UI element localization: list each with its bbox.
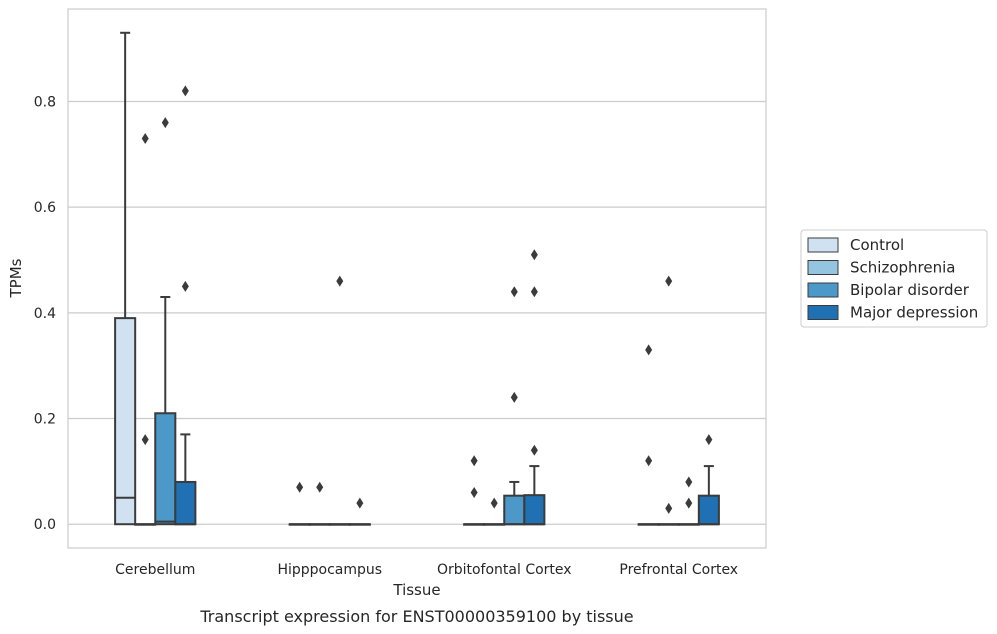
outlier-point xyxy=(296,481,304,493)
outlier-point xyxy=(705,434,713,446)
legend-label: Control xyxy=(850,236,904,254)
box-series-layer xyxy=(114,31,720,526)
x-tick-label: Cerebellum xyxy=(115,562,195,578)
y-tick-label: 0.8 xyxy=(34,94,56,110)
box-control xyxy=(288,481,311,526)
outlier-point xyxy=(665,275,673,287)
box-body xyxy=(174,480,197,526)
outlier-point xyxy=(530,249,538,261)
x-tick-label: Hipppocampus xyxy=(277,562,382,578)
outlier-point xyxy=(530,286,538,298)
box-body xyxy=(503,494,526,526)
y-axis-label: TPMs xyxy=(7,258,25,298)
outlier-point xyxy=(530,444,538,456)
box-schizophrenia xyxy=(308,481,331,526)
legend-swatch xyxy=(807,237,839,253)
x-tick-labels: Cerebellum Hipppocampus Orbitofontal Corte… xyxy=(115,562,738,578)
box-body xyxy=(114,317,137,526)
y-tick-label: 0.0 xyxy=(34,517,56,533)
legend-label: Major depression xyxy=(850,304,978,322)
box-major-depression xyxy=(697,434,720,526)
outlier-point xyxy=(316,481,324,493)
chart-caption: Transcript expression for ENST0000035910… xyxy=(199,607,633,626)
box-bipolar-disorder xyxy=(677,476,700,526)
plot-area-frame xyxy=(67,8,767,549)
legend-label: Bipolar disorder xyxy=(850,281,970,299)
outlier-point xyxy=(685,497,693,509)
outlier-point xyxy=(685,476,693,488)
outlier-point xyxy=(181,280,189,292)
outlier-point xyxy=(510,391,518,403)
box-major-depression xyxy=(174,85,197,526)
box-bipolar-disorder xyxy=(503,286,526,526)
box-bipolar-disorder xyxy=(154,117,177,526)
outlier-point xyxy=(490,497,498,509)
box-control xyxy=(637,344,660,526)
y-tick-labels: 0.0 0.2 0.4 0.6 0.8 xyxy=(34,94,56,533)
outlier-point xyxy=(336,275,344,287)
outlier-point xyxy=(161,117,169,129)
outlier-point xyxy=(470,455,478,467)
box-control xyxy=(114,31,137,526)
box-schizophrenia xyxy=(134,132,157,526)
outlier-point xyxy=(181,85,189,97)
outlier-point xyxy=(665,502,673,514)
y-tick-label: 0.4 xyxy=(34,306,56,322)
outlier-point xyxy=(141,434,149,446)
y-tick-label: 0.2 xyxy=(34,412,56,428)
outlier-point xyxy=(470,487,478,499)
box-major-depression xyxy=(348,497,371,526)
box-body xyxy=(523,494,546,526)
box-major-depression xyxy=(523,249,546,526)
legend-swatch xyxy=(807,282,839,298)
x-axis-label: Tissue xyxy=(392,581,440,599)
box-control xyxy=(463,455,486,526)
box-body xyxy=(697,494,720,526)
x-tick-label: Prefrontal Cortex xyxy=(619,562,738,578)
outlier-point xyxy=(141,132,149,144)
box-schizophrenia xyxy=(483,497,506,526)
box-body xyxy=(154,412,177,526)
outlier-point xyxy=(645,455,653,467)
legend: Control Schizophrenia Bipolar disorder Majo… xyxy=(800,229,988,328)
y-tick-label: 0.6 xyxy=(34,200,56,216)
legend-frame xyxy=(800,229,988,328)
x-tick-label: Orbitofontal Cortex xyxy=(437,562,572,578)
legend-swatch xyxy=(807,305,839,320)
outlier-point xyxy=(510,286,518,298)
legend-swatch xyxy=(807,260,839,275)
outlier-point xyxy=(356,497,364,509)
legend-label: Schizophrenia xyxy=(850,259,955,277)
outlier-point xyxy=(645,344,653,356)
